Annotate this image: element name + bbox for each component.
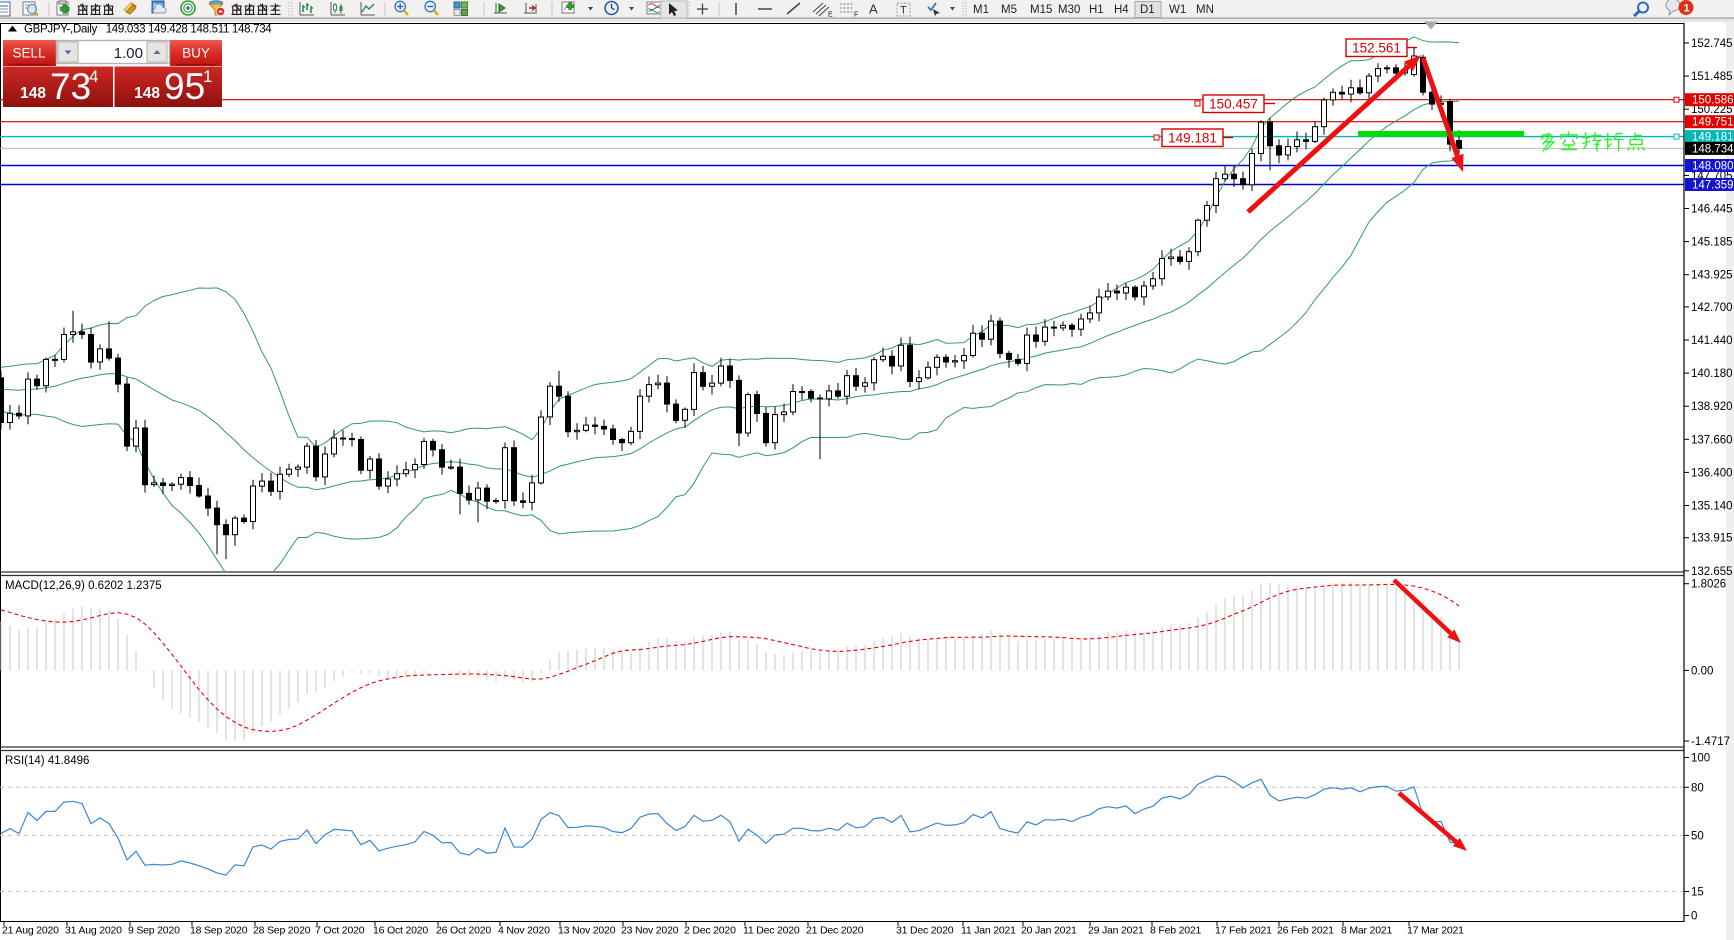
svg-text:20 Jan 2021: 20 Jan 2021 xyxy=(1021,925,1077,937)
svg-text:137.660: 137.660 xyxy=(1691,434,1733,446)
svg-text:21 Aug 2020: 21 Aug 2020 xyxy=(2,925,59,937)
svg-text:150.225: 150.225 xyxy=(1691,104,1733,116)
svg-text:148.734: 148.734 xyxy=(1692,143,1734,155)
svg-text:143.925: 143.925 xyxy=(1691,270,1733,282)
svg-text:2 Dec 2020: 2 Dec 2020 xyxy=(684,925,736,937)
svg-text:A: A xyxy=(869,2,878,17)
svg-text:135.140: 135.140 xyxy=(1691,501,1733,513)
svg-text:28 Sep 2020: 28 Sep 2020 xyxy=(253,925,311,937)
svg-text:H1: H1 xyxy=(1089,4,1104,16)
svg-text:16 Oct 2020: 16 Oct 2020 xyxy=(373,925,428,937)
svg-text:150.457: 150.457 xyxy=(1209,97,1258,112)
svg-text:73: 73 xyxy=(50,66,91,107)
svg-text:1.00: 1.00 xyxy=(114,45,143,62)
svg-text:31 Dec 2020: 31 Dec 2020 xyxy=(896,925,954,937)
svg-text:133.915: 133.915 xyxy=(1691,533,1733,545)
svg-text:29 Jan 2021: 29 Jan 2021 xyxy=(1088,925,1144,937)
svg-text:SELL: SELL xyxy=(12,46,46,61)
svg-text:W1: W1 xyxy=(1169,4,1186,16)
svg-text:151.485: 151.485 xyxy=(1691,71,1733,83)
svg-text:F: F xyxy=(854,12,858,19)
svg-text:21 Dec 2020: 21 Dec 2020 xyxy=(806,925,864,937)
svg-text:17 Mar 2021: 17 Mar 2021 xyxy=(1407,925,1464,937)
svg-text:4: 4 xyxy=(89,67,98,86)
svg-text:149.181: 149.181 xyxy=(1692,132,1734,144)
svg-text:8 Feb 2021: 8 Feb 2021 xyxy=(1150,925,1201,937)
svg-text:147.359: 147.359 xyxy=(1692,180,1734,192)
svg-text:142.700: 142.700 xyxy=(1691,302,1733,314)
svg-text:146.445: 146.445 xyxy=(1691,204,1733,216)
svg-text:M5: M5 xyxy=(1001,4,1017,16)
svg-text:11 Jan 2021: 11 Jan 2021 xyxy=(961,925,1016,937)
svg-text:0.00: 0.00 xyxy=(1691,665,1713,677)
svg-text:0: 0 xyxy=(1691,911,1697,923)
svg-text:149.181: 149.181 xyxy=(1168,131,1217,146)
svg-text:H4: H4 xyxy=(1114,4,1129,16)
svg-text:17 Feb 2021: 17 Feb 2021 xyxy=(1215,925,1272,937)
svg-text:15: 15 xyxy=(1691,887,1704,899)
svg-text:MACD(12,26,9) 0.6202 1.2375: MACD(12,26,9) 0.6202 1.2375 xyxy=(5,580,162,592)
svg-text:M15: M15 xyxy=(1030,4,1052,16)
svg-text:9 Sep 2020: 9 Sep 2020 xyxy=(128,925,180,937)
svg-text:141.440: 141.440 xyxy=(1691,335,1733,347)
svg-text:4 Nov 2020: 4 Nov 2020 xyxy=(498,925,550,937)
svg-text:11 Dec 2020: 11 Dec 2020 xyxy=(743,925,800,937)
svg-text:M30: M30 xyxy=(1058,4,1080,16)
svg-text:1: 1 xyxy=(1684,3,1690,15)
svg-text:26 Oct 2020: 26 Oct 2020 xyxy=(436,925,491,937)
svg-text:MN: MN xyxy=(1196,4,1214,16)
svg-text:13 Nov 2020: 13 Nov 2020 xyxy=(558,925,616,937)
svg-text:150.586: 150.586 xyxy=(1692,95,1734,107)
svg-text:8 Mar 2021: 8 Mar 2021 xyxy=(1341,925,1392,937)
svg-text:1: 1 xyxy=(203,67,212,86)
svg-text:132.655: 132.655 xyxy=(1691,566,1733,578)
svg-text:145.185: 145.185 xyxy=(1691,237,1733,249)
svg-text:7 Oct 2020: 7 Oct 2020 xyxy=(315,925,365,937)
svg-text:T: T xyxy=(900,5,907,17)
svg-text:148.080: 148.080 xyxy=(1692,161,1734,173)
svg-text:80: 80 xyxy=(1691,782,1704,794)
svg-text:152.561: 152.561 xyxy=(1352,41,1401,56)
svg-text:50: 50 xyxy=(1691,830,1704,842)
svg-text:148: 148 xyxy=(20,85,46,102)
svg-text:31 Aug 2020: 31 Aug 2020 xyxy=(65,925,122,937)
svg-text:152.745: 152.745 xyxy=(1691,38,1733,50)
svg-text:23 Nov 2020: 23 Nov 2020 xyxy=(621,925,679,937)
svg-text:136.400: 136.400 xyxy=(1691,467,1733,479)
svg-text:149.751: 149.751 xyxy=(1692,117,1734,129)
svg-text:1.8026: 1.8026 xyxy=(1691,579,1726,591)
svg-text:M1: M1 xyxy=(973,4,989,16)
svg-text:95: 95 xyxy=(164,66,205,107)
svg-text:E: E xyxy=(828,12,833,19)
svg-text:GBPJPY-,Daily 149.033 149.42: GBPJPY-,Daily 149.033 149.428 148.511 14… xyxy=(24,24,272,36)
svg-text:26 Feb 2021: 26 Feb 2021 xyxy=(1277,925,1334,937)
svg-text:140.180: 140.180 xyxy=(1691,368,1733,380)
svg-text:D1: D1 xyxy=(1140,4,1155,16)
svg-text:138.920: 138.920 xyxy=(1691,401,1733,413)
svg-text:BUY: BUY xyxy=(182,46,210,61)
svg-text:-1.4717: -1.4717 xyxy=(1691,736,1730,748)
svg-text:18 Sep 2020: 18 Sep 2020 xyxy=(190,925,248,937)
svg-text:100: 100 xyxy=(1691,753,1710,765)
svg-text:148: 148 xyxy=(134,85,160,102)
svg-text:RSI(14) 41.8496: RSI(14) 41.8496 xyxy=(5,755,89,767)
